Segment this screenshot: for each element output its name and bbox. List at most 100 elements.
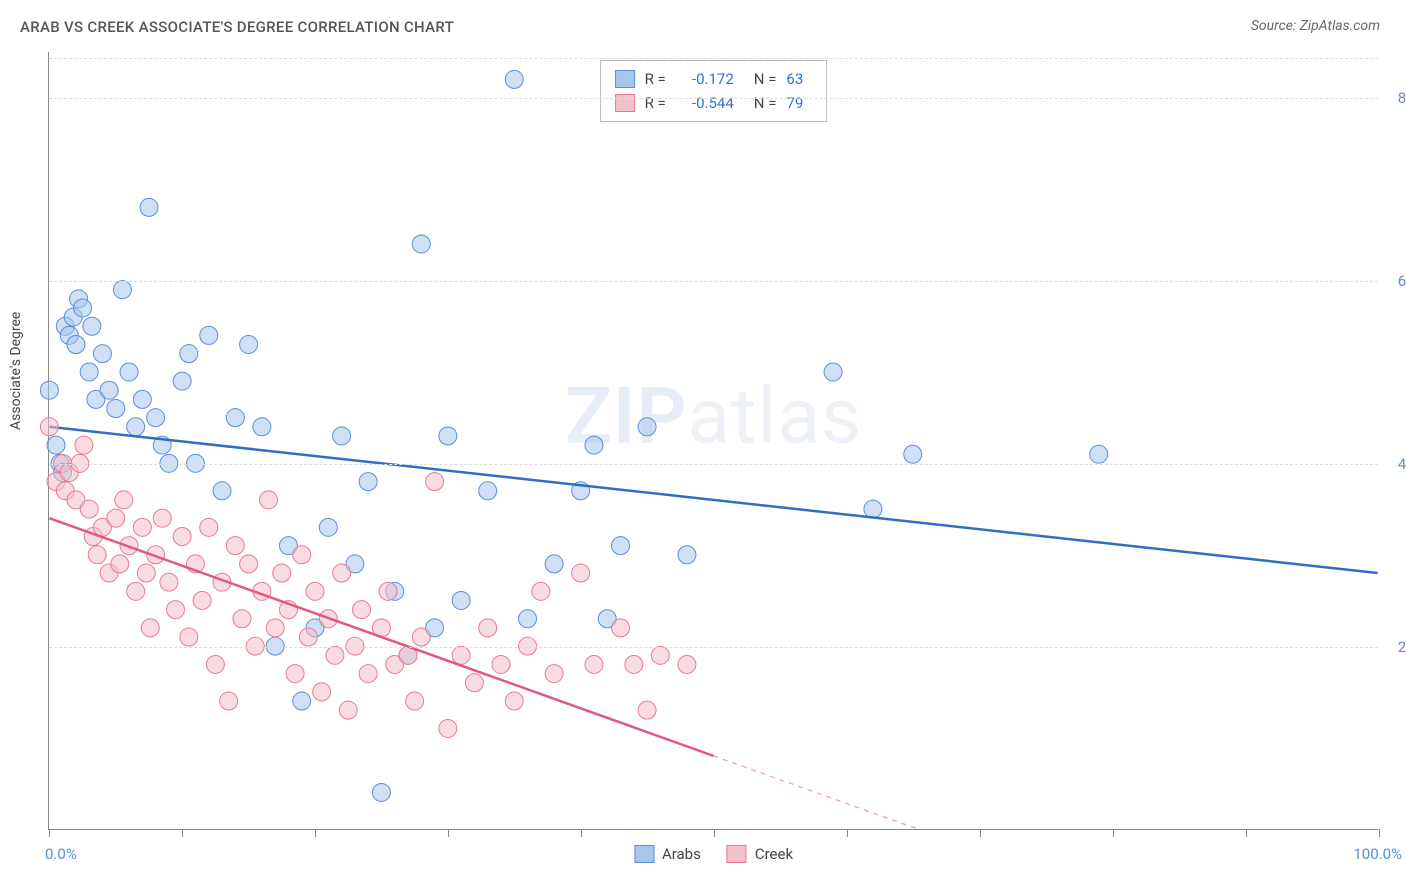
data-point — [625, 655, 643, 673]
data-point — [293, 692, 311, 710]
x-tick — [49, 829, 50, 837]
x-tick — [714, 829, 715, 837]
data-point — [173, 372, 191, 390]
data-point — [412, 628, 430, 646]
data-point — [107, 400, 125, 418]
data-point — [412, 235, 430, 253]
data-point — [359, 665, 377, 683]
legend-item: Creek — [727, 845, 793, 863]
data-point — [180, 345, 198, 363]
gridline — [49, 464, 1378, 465]
data-point — [904, 445, 922, 463]
data-point — [83, 317, 101, 335]
data-point — [113, 281, 131, 299]
data-point — [80, 500, 98, 518]
data-point — [353, 601, 371, 619]
series-legend: Arabs Creek — [634, 845, 793, 863]
data-point — [260, 491, 278, 509]
data-point — [213, 482, 231, 500]
data-point — [47, 436, 65, 454]
data-point — [273, 564, 291, 582]
data-point — [240, 555, 258, 573]
x-tick — [448, 829, 449, 837]
data-point — [465, 674, 483, 692]
data-point — [479, 619, 497, 637]
x-tick — [980, 829, 981, 837]
x-tick — [1113, 829, 1114, 837]
data-point — [107, 509, 125, 527]
data-point — [426, 473, 444, 491]
data-point — [293, 546, 311, 564]
data-point — [160, 573, 178, 591]
data-point — [1090, 445, 1108, 463]
chart-title: ARAB VS CREEK ASSOCIATE'S DEGREE CORRELA… — [20, 18, 454, 36]
gridline — [49, 58, 1378, 59]
data-point — [133, 390, 151, 408]
data-point — [266, 619, 284, 637]
y-tick-label: 80.0% — [1398, 89, 1406, 107]
data-point — [127, 582, 145, 600]
data-point — [339, 701, 357, 719]
data-point — [286, 665, 304, 683]
data-point — [612, 619, 630, 637]
data-point — [306, 582, 324, 600]
data-point — [333, 564, 351, 582]
data-point — [572, 564, 590, 582]
data-point — [519, 610, 537, 628]
data-point — [100, 381, 118, 399]
legend-item: Arabs — [634, 845, 701, 863]
x-axis-max-label: 100.0% — [1353, 845, 1402, 863]
data-point — [379, 582, 397, 600]
legend-swatch — [727, 845, 747, 863]
x-tick — [847, 829, 848, 837]
data-point — [147, 409, 165, 427]
data-point — [127, 418, 145, 436]
data-point — [372, 783, 390, 801]
data-point — [505, 692, 523, 710]
data-point — [137, 564, 155, 582]
data-point — [313, 683, 331, 701]
data-point — [864, 500, 882, 518]
y-tick-label: 20.0% — [1398, 638, 1406, 656]
data-point — [233, 610, 251, 628]
x-tick — [1246, 829, 1247, 837]
data-point — [452, 591, 470, 609]
data-point — [452, 646, 470, 664]
trend-line — [49, 427, 1377, 573]
data-point — [240, 336, 258, 354]
data-point — [88, 546, 106, 564]
chart-plot-area: ZIPatlas R =-0.172N =63R =-0.544N =79 Ar… — [48, 52, 1378, 830]
data-point — [93, 345, 111, 363]
data-point — [253, 418, 271, 436]
data-point — [167, 601, 185, 619]
data-point — [638, 418, 656, 436]
data-point — [173, 527, 191, 545]
data-point — [545, 555, 563, 573]
x-axis-min-label: 0.0% — [45, 845, 77, 863]
data-point — [200, 518, 218, 536]
data-point — [612, 537, 630, 555]
scatter-svg — [49, 52, 1378, 829]
data-point — [40, 381, 58, 399]
data-point — [439, 719, 457, 737]
data-point — [120, 363, 138, 381]
data-point — [439, 427, 457, 445]
y-tick-label: 60.0% — [1398, 272, 1406, 290]
data-point — [532, 582, 550, 600]
legend-label: Creek — [755, 845, 793, 863]
source-label: Source: ZipAtlas.com — [1251, 18, 1380, 34]
data-point — [226, 537, 244, 555]
data-point — [651, 646, 669, 664]
gridline — [49, 647, 1378, 648]
data-point — [115, 491, 133, 509]
gridline — [49, 98, 1378, 99]
y-tick-label: 40.0% — [1398, 455, 1406, 473]
data-point — [74, 299, 92, 317]
data-point — [133, 518, 151, 536]
data-point — [75, 436, 93, 454]
data-point — [319, 518, 337, 536]
data-point — [111, 555, 129, 573]
data-point — [40, 418, 58, 436]
data-point — [333, 427, 351, 445]
x-tick — [581, 829, 582, 837]
